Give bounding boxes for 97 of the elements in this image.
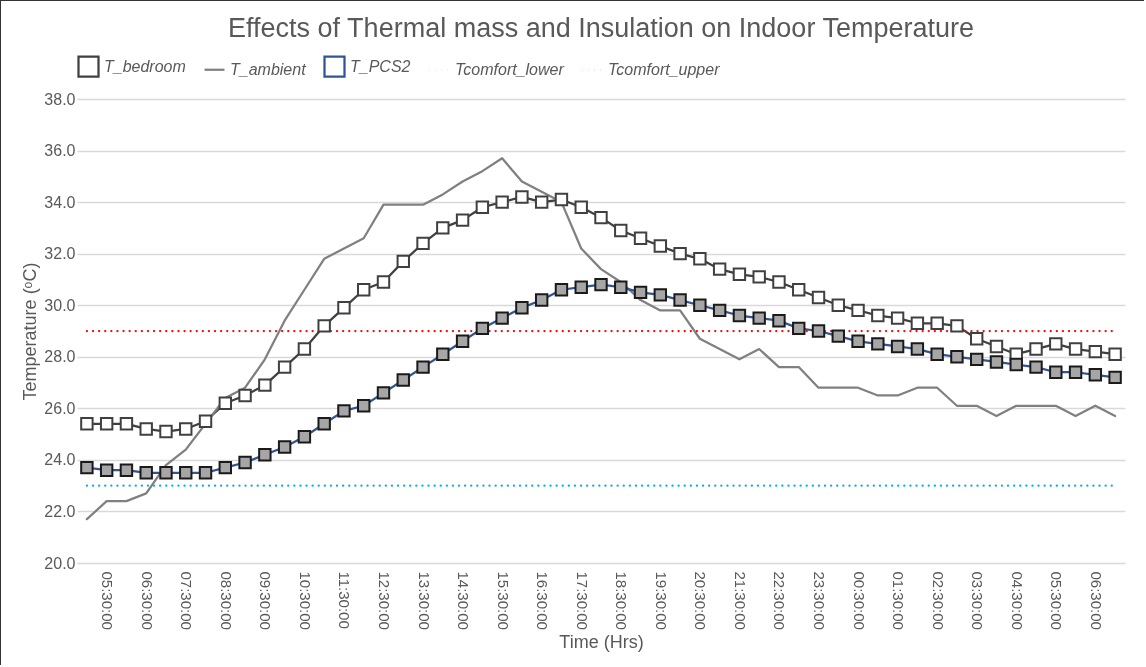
- point: [179, 422, 193, 436]
- point: [119, 417, 134, 431]
- x-tick-label: 22:30:00: [771, 571, 789, 630]
- point: [792, 283, 806, 297]
- point: [970, 332, 984, 346]
- y-tick-label: 36.0: [44, 142, 76, 160]
- point: [633, 231, 648, 245]
- point: [1068, 342, 1083, 356]
- y-tick-label: 34.0: [44, 193, 76, 211]
- point: [515, 190, 529, 204]
- point: [811, 290, 826, 305]
- point: [416, 236, 430, 251]
- point: [534, 195, 549, 209]
- y-tick-label: 30.0: [44, 296, 76, 314]
- point: [80, 417, 94, 431]
- point: [139, 422, 153, 436]
- point: [910, 316, 925, 330]
- legend-label: T_PCS2: [350, 57, 411, 75]
- point: [357, 283, 371, 297]
- x-tick-label: 04:30:00: [1008, 571, 1026, 630]
- point: [950, 319, 964, 333]
- point: [337, 301, 351, 315]
- x-tick-label: 13:30:00: [415, 571, 433, 630]
- x-tick-label: 06:30:00: [138, 571, 156, 630]
- x-tick-label: 14:30:00: [455, 571, 473, 630]
- point: [831, 298, 845, 312]
- legend-label: T_ambient: [230, 60, 307, 78]
- line-series: [85, 157, 1117, 521]
- y-tick-label: 20.0: [44, 554, 76, 572]
- x-tick-label: 18:30:00: [613, 571, 631, 630]
- point: [495, 195, 509, 209]
- point: [436, 221, 450, 235]
- y-tick-label: 22.0: [44, 502, 76, 520]
- point: [1088, 344, 1103, 359]
- point: [614, 223, 628, 238]
- x-tick-label: 06:30:00: [1087, 571, 1105, 630]
- y-tick-label: 28.0: [44, 348, 76, 366]
- point: [851, 303, 865, 318]
- x-tick-label: 21:30:00: [731, 571, 749, 630]
- point: [653, 239, 668, 253]
- x-tick-label: 02:30:00: [929, 571, 947, 630]
- point: [376, 275, 391, 289]
- x-tick-label: 16:30:00: [534, 571, 552, 630]
- point: [554, 192, 569, 207]
- x-tick-label: 07:30:00: [178, 571, 196, 630]
- point: [673, 246, 687, 261]
- x-tick-label: 05:30:00: [1048, 571, 1066, 630]
- x-tick-label: 20:30:00: [692, 571, 710, 630]
- point: [99, 417, 114, 431]
- legend-label: Tcomfort_upper: [608, 60, 721, 78]
- x-tick-label: 09:30:00: [257, 571, 275, 630]
- point: [772, 275, 786, 289]
- x-tick-label: 00:30:00: [850, 571, 868, 630]
- x-tick-label: 15:30:00: [494, 571, 512, 630]
- point: [732, 267, 747, 281]
- point: [930, 316, 944, 330]
- point: [455, 213, 470, 227]
- x-tick-label: 08:30:00: [217, 571, 235, 630]
- point: [198, 414, 213, 428]
- point: [871, 308, 885, 323]
- x-tick-label: 05:30:00: [99, 571, 117, 630]
- point: [475, 200, 490, 214]
- point: [317, 319, 331, 333]
- point: [1049, 337, 1063, 351]
- x-tick-label: 19:30:00: [652, 571, 670, 630]
- point: [1029, 342, 1043, 356]
- y-tick-label: 24.0: [44, 451, 76, 469]
- point: [693, 252, 707, 266]
- point: [1108, 347, 1122, 361]
- point: [218, 396, 232, 410]
- point: [277, 360, 292, 374]
- x-tick-label: 11:30:00: [336, 571, 354, 629]
- x-tick-label: 10:30:00: [296, 571, 314, 630]
- point: [989, 339, 1004, 354]
- point: [396, 254, 410, 269]
- legend-label: Tcomfort_lower: [455, 60, 565, 78]
- y-tick-label: 38.0: [44, 90, 76, 108]
- x-tick-label: 17:30:00: [573, 571, 591, 630]
- point: [159, 424, 173, 439]
- y-tick-label: 26.0: [44, 399, 76, 417]
- point: [258, 378, 272, 392]
- point: [297, 342, 312, 356]
- y-axis-title: Temperature (ᵒC): [20, 262, 41, 401]
- x-tick-label: 01:30:00: [890, 571, 908, 630]
- legend-label: T_bedroom: [104, 57, 186, 75]
- x-tick-label: 12:30:00: [375, 571, 393, 630]
- point: [574, 200, 588, 214]
- x-axis-title: Time (Hrs): [559, 631, 644, 652]
- point: [752, 270, 766, 284]
- point: [712, 262, 727, 276]
- point: [238, 388, 252, 403]
- x-tick-label: 03:30:00: [969, 571, 987, 630]
- x-tick-label: 23:30:00: [811, 571, 829, 630]
- point: [594, 210, 608, 225]
- point: [890, 311, 905, 325]
- chart-title: Effects of Thermal mass and Insulation on Indoor Temperature: [228, 13, 974, 43]
- y-tick-label: 32.0: [44, 245, 76, 263]
